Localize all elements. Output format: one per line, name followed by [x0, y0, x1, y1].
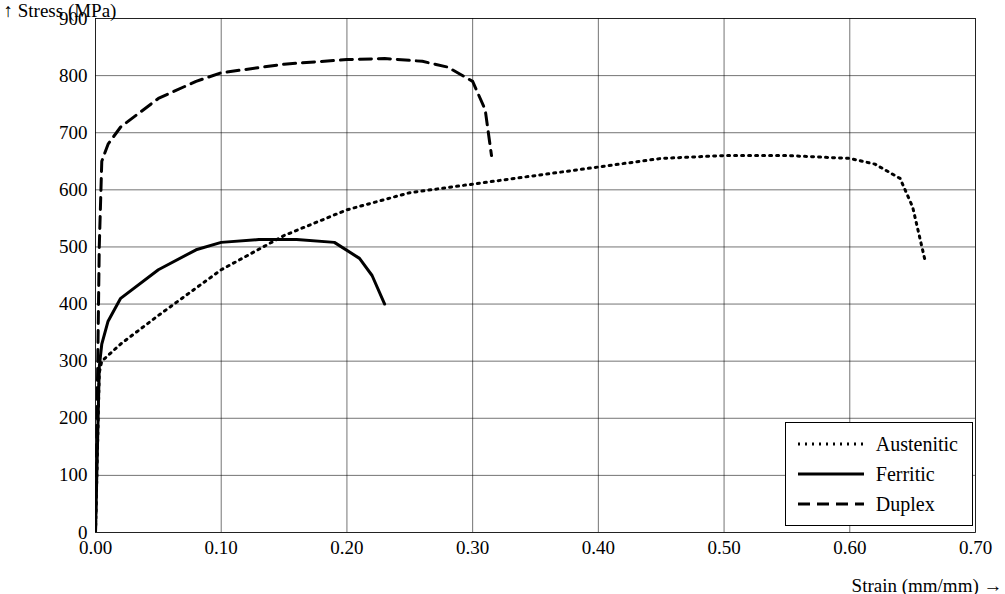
svg-text:0.40: 0.40: [582, 537, 615, 558]
svg-text:300: 300: [59, 350, 88, 371]
svg-text:100: 100: [59, 464, 88, 485]
svg-text:800: 800: [59, 65, 88, 86]
svg-text:0.30: 0.30: [456, 537, 489, 558]
html-text:Austenitic: Austenitic: [875, 432, 958, 455]
svg-text:200: 200: [59, 407, 88, 428]
html-text:Duplex: Duplex: [875, 492, 935, 515]
svg-text:Strain (mm/mm) →: Strain (mm/mm) →: [852, 575, 1003, 594]
svg-text:400: 400: [59, 293, 88, 314]
svg-text:0.20: 0.20: [330, 537, 363, 558]
svg-text:500: 500: [59, 236, 88, 257]
svg-text:0: 0: [78, 522, 88, 543]
svg-text:0.60: 0.60: [833, 537, 866, 558]
svg-text:600: 600: [59, 179, 88, 200]
svg-text:0.70: 0.70: [959, 537, 992, 558]
html-text:Ferritic: Ferritic: [875, 462, 935, 485]
svg-text:0.10: 0.10: [205, 537, 238, 558]
svg-text:0.00: 0.00: [78, 537, 113, 558]
svg-text:700: 700: [59, 122, 88, 143]
svg-text:0.50: 0.50: [707, 537, 740, 558]
